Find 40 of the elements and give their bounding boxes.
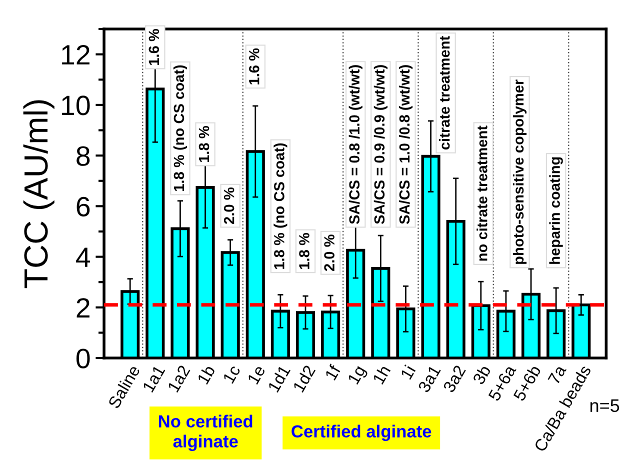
annotation: 2.0 % [224, 188, 234, 224]
y-tick-label: 2 [76, 298, 90, 318]
x-tick-label: 1i [400, 364, 416, 380]
y-tick-label: 0 [76, 348, 90, 368]
y-tick-label: 8 [76, 146, 90, 166]
annotation: 1.8 % (no CS coat) [274, 143, 288, 269]
x-tick-label: 3a1 [418, 364, 441, 394]
annotation: 1.8 % (no CS coat) [173, 65, 188, 191]
x-tick-label: 3a2 [442, 364, 466, 394]
y-tick-label: 4 [76, 248, 90, 267]
y-axis-title: TCC (AU/ml) [23, 100, 54, 288]
annotation: citrate treatment [439, 36, 450, 150]
x-tick-label: 1d2 [292, 364, 316, 393]
y-tick-label: 12 [62, 44, 90, 64]
annotation: heparin coating [549, 157, 563, 264]
y-tick-label: 10 [62, 96, 90, 116]
x-tick-label: 1a1 [142, 364, 166, 393]
annotation: 1.8 % [198, 126, 210, 162]
x-tick-label: 1h [372, 364, 391, 385]
text: Certified alginate [292, 424, 432, 442]
annotation: SA/CS = 0.8 /1.0 (wt/wt) [348, 65, 362, 224]
x-tick-label: 1a2 [167, 364, 190, 393]
annotation: 1.6 % [148, 28, 160, 65]
annotation: 1.6 % [248, 48, 260, 84]
text: n=5 [590, 399, 620, 412]
x-tick-label: 1f [324, 364, 342, 381]
x-tick-label: 1g [348, 364, 369, 386]
annotation: no citrate treatment [476, 126, 488, 261]
x-tick-label: 1e [247, 364, 266, 385]
annotation: photo-sensitive copolymer [512, 80, 527, 264]
annotation: 1.8 % [299, 232, 310, 269]
text: No certified alginate [159, 414, 252, 452]
annotation: SA/CS = 0.9 /0.9 (wt/wt) [374, 65, 388, 224]
x-tick-label: 1b [196, 364, 216, 385]
annotation: 2.0 % [324, 234, 334, 271]
x-tick-label: 1d1 [267, 364, 291, 393]
x-tick-label: 3b [472, 364, 492, 386]
x-tick-label: 1c [222, 364, 241, 384]
y-tick-label: 6 [76, 196, 90, 217]
annotation: SA/CS = 1.0 /0.8 (wt/wt) [398, 65, 413, 224]
